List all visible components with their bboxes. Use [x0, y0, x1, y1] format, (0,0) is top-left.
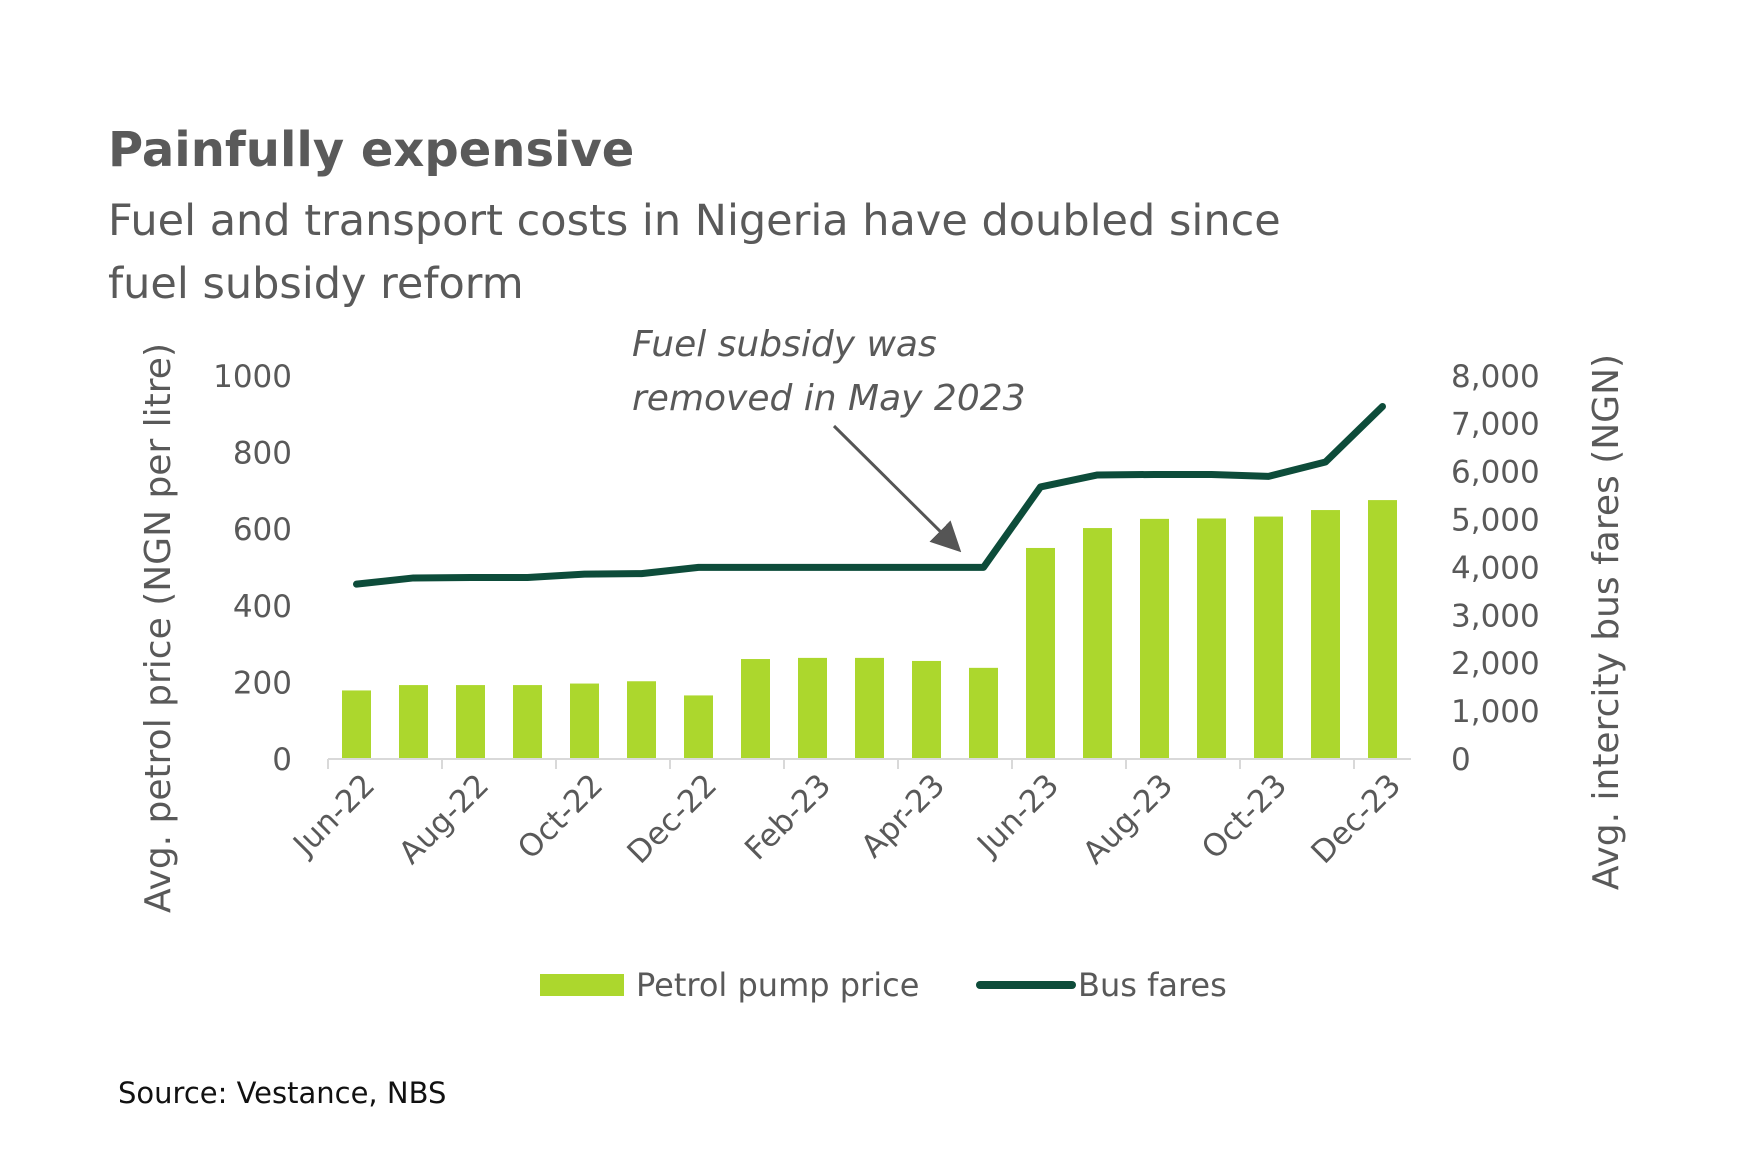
x-tick-label: Oct-22 [511, 767, 610, 866]
y-tick-label-right: 0 [1451, 742, 1471, 778]
y-tick-label-right: 2,000 [1451, 646, 1540, 682]
bar-Feb-23 [798, 657, 827, 759]
bar-Dec-23 [1368, 500, 1397, 759]
y-tick-label-right: 6,000 [1451, 455, 1540, 491]
y-tick-label-right: 3,000 [1451, 598, 1540, 634]
y-tick-label-left: 600 [233, 512, 292, 548]
x-axis: Jun-22 Aug-22 Oct-22 Dec-22 Feb-23 Apr-23 Jun-… [285, 758, 1411, 871]
x-tick-label: Feb-23 [738, 767, 838, 867]
bar-Nov-23 [1311, 510, 1340, 759]
y-axis-right-title: Avg. intercity bus fares (NGN) [1586, 354, 1627, 890]
bar-Sep-23 [1197, 518, 1226, 759]
y-tick-label-left: 0 [272, 742, 292, 778]
x-tick-label: Jun-22 [285, 767, 382, 864]
x-tick-label: Apr-23 [854, 767, 952, 865]
legend-label-petrol: Petrol pump price [636, 966, 919, 1004]
y-tick-label-left: 1000 [213, 359, 292, 395]
x-tick-label: Jun-23 [969, 767, 1066, 864]
bar-Jul-23 [1083, 528, 1112, 759]
y-tick-label-right: 7,000 [1451, 407, 1540, 443]
annotation: Fuel subsidy was removed in May 2023 [632, 324, 1026, 553]
x-tick-label: Dec-23 [1304, 767, 1408, 871]
x-tick-label: Dec-22 [620, 767, 724, 871]
y-tick-label-left: 400 [233, 589, 292, 625]
bar-Jul-22 [399, 685, 428, 759]
bar-Jan-23 [741, 659, 770, 759]
y-tick-label-right: 5,000 [1451, 503, 1540, 539]
bar-Jun-23 [1026, 547, 1055, 759]
line-series [353, 402, 1386, 588]
bar-Aug-23 [1140, 518, 1169, 759]
bar-Dec-22 [684, 695, 713, 759]
legend-label-bus-fares: Bus fares [1078, 966, 1227, 1004]
bar-Apr-23 [912, 660, 941, 759]
bar-Jun-22 [342, 690, 371, 759]
annotation-arrow [832, 424, 962, 553]
bar-Oct-22 [570, 683, 599, 759]
x-tick-label: Oct-23 [1195, 767, 1294, 866]
bar-May-23 [969, 667, 998, 759]
x-tick-label: Aug-22 [392, 767, 496, 871]
chart-subtitle: Fuel and transport costs in Nigeria have… [108, 196, 1281, 309]
source-note: Source: Vestance, NBS [118, 1076, 447, 1110]
legend: Petrol pump price Bus fares [540, 966, 1227, 1004]
bar-Mar-23 [855, 657, 884, 759]
annotation-line-2: removed in May 2023 [632, 378, 1026, 419]
bar-series [342, 500, 1397, 759]
bar-Sep-22 [513, 685, 542, 759]
y-axis-left-title: Avg. petrol price (NGN per litre) [138, 343, 179, 913]
annotation-line-1: Fuel subsidy was [632, 324, 937, 365]
bar-Nov-22 [627, 681, 656, 759]
bar-Oct-23 [1254, 516, 1283, 759]
y-tick-label-left: 800 [233, 436, 292, 472]
bus-fares-line [353, 402, 1386, 588]
y-axis-right: 0 1,000 2,000 3,000 4,000 5,000 6,000 7,000 8,00… [1451, 359, 1540, 778]
x-tick-label: Aug-23 [1076, 767, 1180, 871]
chart-title: Painfully expensive [108, 122, 635, 178]
y-tick-label-right: 4,000 [1451, 550, 1540, 586]
y-axis-left: 0 200 400 600 800 1000 [213, 359, 292, 778]
y-tick-label-right: 8,000 [1451, 359, 1540, 395]
y-tick-label-right: 1,000 [1451, 694, 1540, 730]
legend-swatch-petrol [540, 974, 624, 996]
bar-Aug-22 [456, 685, 485, 759]
y-tick-label-left: 200 [233, 665, 292, 701]
